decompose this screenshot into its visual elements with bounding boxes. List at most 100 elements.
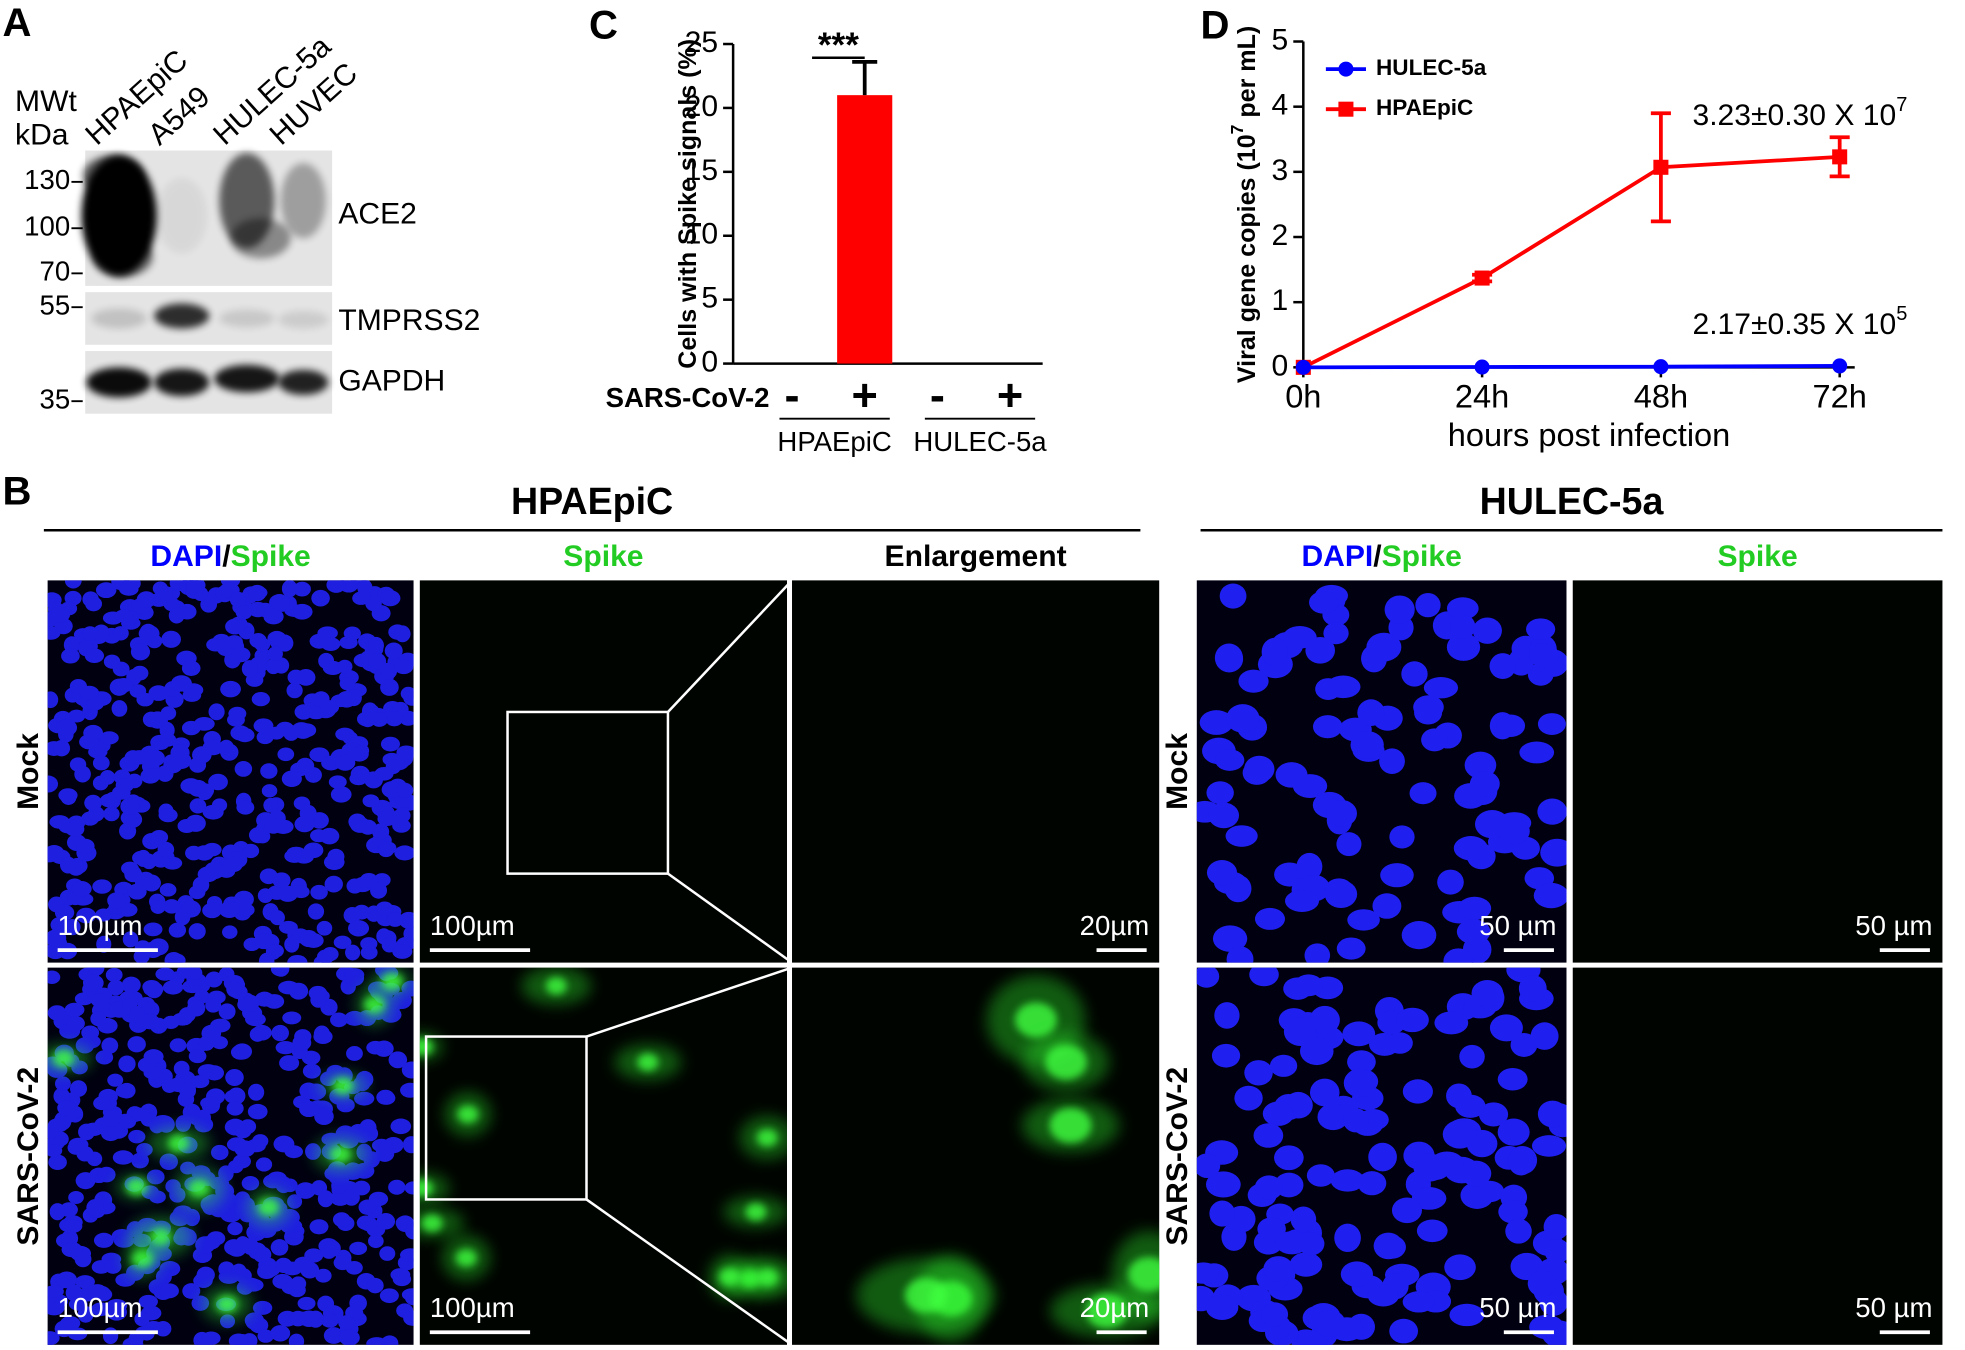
nucleus xyxy=(1350,731,1384,759)
nucleus xyxy=(129,1005,145,1023)
nucleus xyxy=(267,943,284,958)
nucleus xyxy=(95,908,113,922)
nucleus xyxy=(138,625,160,642)
nucleus xyxy=(313,1029,333,1045)
nucleus xyxy=(228,706,247,721)
nucleus xyxy=(171,675,192,692)
spike-signal xyxy=(1045,1044,1088,1080)
spike-signal xyxy=(126,1177,148,1196)
spike-signal xyxy=(904,1277,947,1313)
nucleus xyxy=(127,1036,146,1053)
nucleus xyxy=(299,1082,318,1100)
nucleus xyxy=(119,582,139,596)
nucleus xyxy=(257,1264,277,1280)
nucleus xyxy=(270,1239,289,1256)
nucleus xyxy=(403,1310,414,1326)
mw-header: MWt xyxy=(15,85,77,118)
nucleus xyxy=(107,979,125,996)
annotation-text: 3.23±0.30 X 10 xyxy=(1692,99,1896,132)
marker-label: 100 xyxy=(24,211,70,242)
nucleus xyxy=(1334,1223,1361,1253)
nucleus xyxy=(304,1248,324,1263)
nucleus xyxy=(177,818,196,834)
micrograph xyxy=(419,580,788,963)
scale-bar-label: 20µm xyxy=(1080,1292,1150,1323)
nucleus xyxy=(326,580,346,593)
nucleus xyxy=(47,844,65,861)
series-line xyxy=(1303,364,1840,370)
nucleus xyxy=(379,662,398,680)
micrograph xyxy=(419,967,788,1345)
nucleus xyxy=(320,1313,339,1328)
nucleus xyxy=(136,692,154,707)
spike-signal xyxy=(719,1268,741,1286)
nucleus xyxy=(1199,710,1234,735)
nucleus xyxy=(274,1257,293,1273)
spike-signal xyxy=(756,1268,779,1287)
nucleus xyxy=(316,920,333,936)
blot-band xyxy=(154,368,210,397)
nucleus xyxy=(1225,825,1258,847)
nucleus xyxy=(107,892,127,909)
nucleus xyxy=(164,951,183,963)
nucleus xyxy=(379,1246,396,1261)
nucleus xyxy=(1208,802,1240,829)
nucleus xyxy=(49,606,71,623)
nucleus xyxy=(330,1012,348,1028)
nucleus xyxy=(1537,713,1566,735)
nucleus xyxy=(56,719,78,737)
spike-signal xyxy=(53,1049,75,1068)
legend-label: HULEC-5a xyxy=(1376,55,1487,80)
nucleus xyxy=(294,704,313,720)
nucleus xyxy=(90,1011,107,1027)
nucleus xyxy=(218,1003,236,1020)
panel-label: D xyxy=(1201,3,1230,47)
nucleus xyxy=(384,642,403,660)
blot-label: GAPDH xyxy=(338,364,445,397)
nucleus xyxy=(83,1122,104,1136)
nucleus xyxy=(1357,699,1385,727)
nucleus xyxy=(1323,622,1349,645)
blot-band xyxy=(219,309,275,328)
nucleus xyxy=(277,885,298,902)
micrograph xyxy=(1572,580,1943,963)
data-point xyxy=(1653,159,1669,175)
nucleus xyxy=(194,1116,214,1133)
nucleus xyxy=(1508,1147,1534,1176)
annotation-text: 2.17±0.35 X 10 xyxy=(1692,308,1896,341)
nucleus xyxy=(1309,1005,1340,1035)
spike-signal xyxy=(421,1214,443,1232)
nucleus xyxy=(66,1015,85,1032)
group-label: HPAEpiC xyxy=(777,426,891,457)
nucleus xyxy=(85,596,103,612)
nucleus xyxy=(121,861,139,876)
nucleus xyxy=(360,1217,379,1232)
nucleus xyxy=(225,618,245,635)
nucleus xyxy=(143,1066,163,1080)
nucleus xyxy=(319,827,340,845)
nucleus xyxy=(1211,1043,1241,1068)
nucleus xyxy=(346,878,364,894)
nucleus xyxy=(402,1136,414,1154)
blot-band xyxy=(82,155,143,196)
nucleus xyxy=(131,665,149,681)
nucleus xyxy=(317,1190,334,1208)
column-header-part: Spike xyxy=(1382,540,1462,573)
nucleus xyxy=(230,647,251,663)
nucleus xyxy=(241,1176,260,1191)
nucleus xyxy=(323,1327,344,1344)
row-label: Mock xyxy=(1161,733,1194,810)
zoom-line xyxy=(667,872,793,964)
nucleus xyxy=(1238,669,1269,693)
nucleus xyxy=(204,1065,225,1081)
nucleus xyxy=(395,782,414,799)
nucleus xyxy=(86,1199,104,1217)
nucleus xyxy=(112,1150,134,1165)
nucleus xyxy=(1518,974,1547,1002)
scale-bar-label: 100µm xyxy=(58,910,143,941)
nucleus xyxy=(64,580,82,589)
nucleus xyxy=(64,1002,85,1017)
nucleus xyxy=(1312,715,1343,739)
nucleus xyxy=(182,1103,201,1121)
nucleus xyxy=(54,904,75,921)
